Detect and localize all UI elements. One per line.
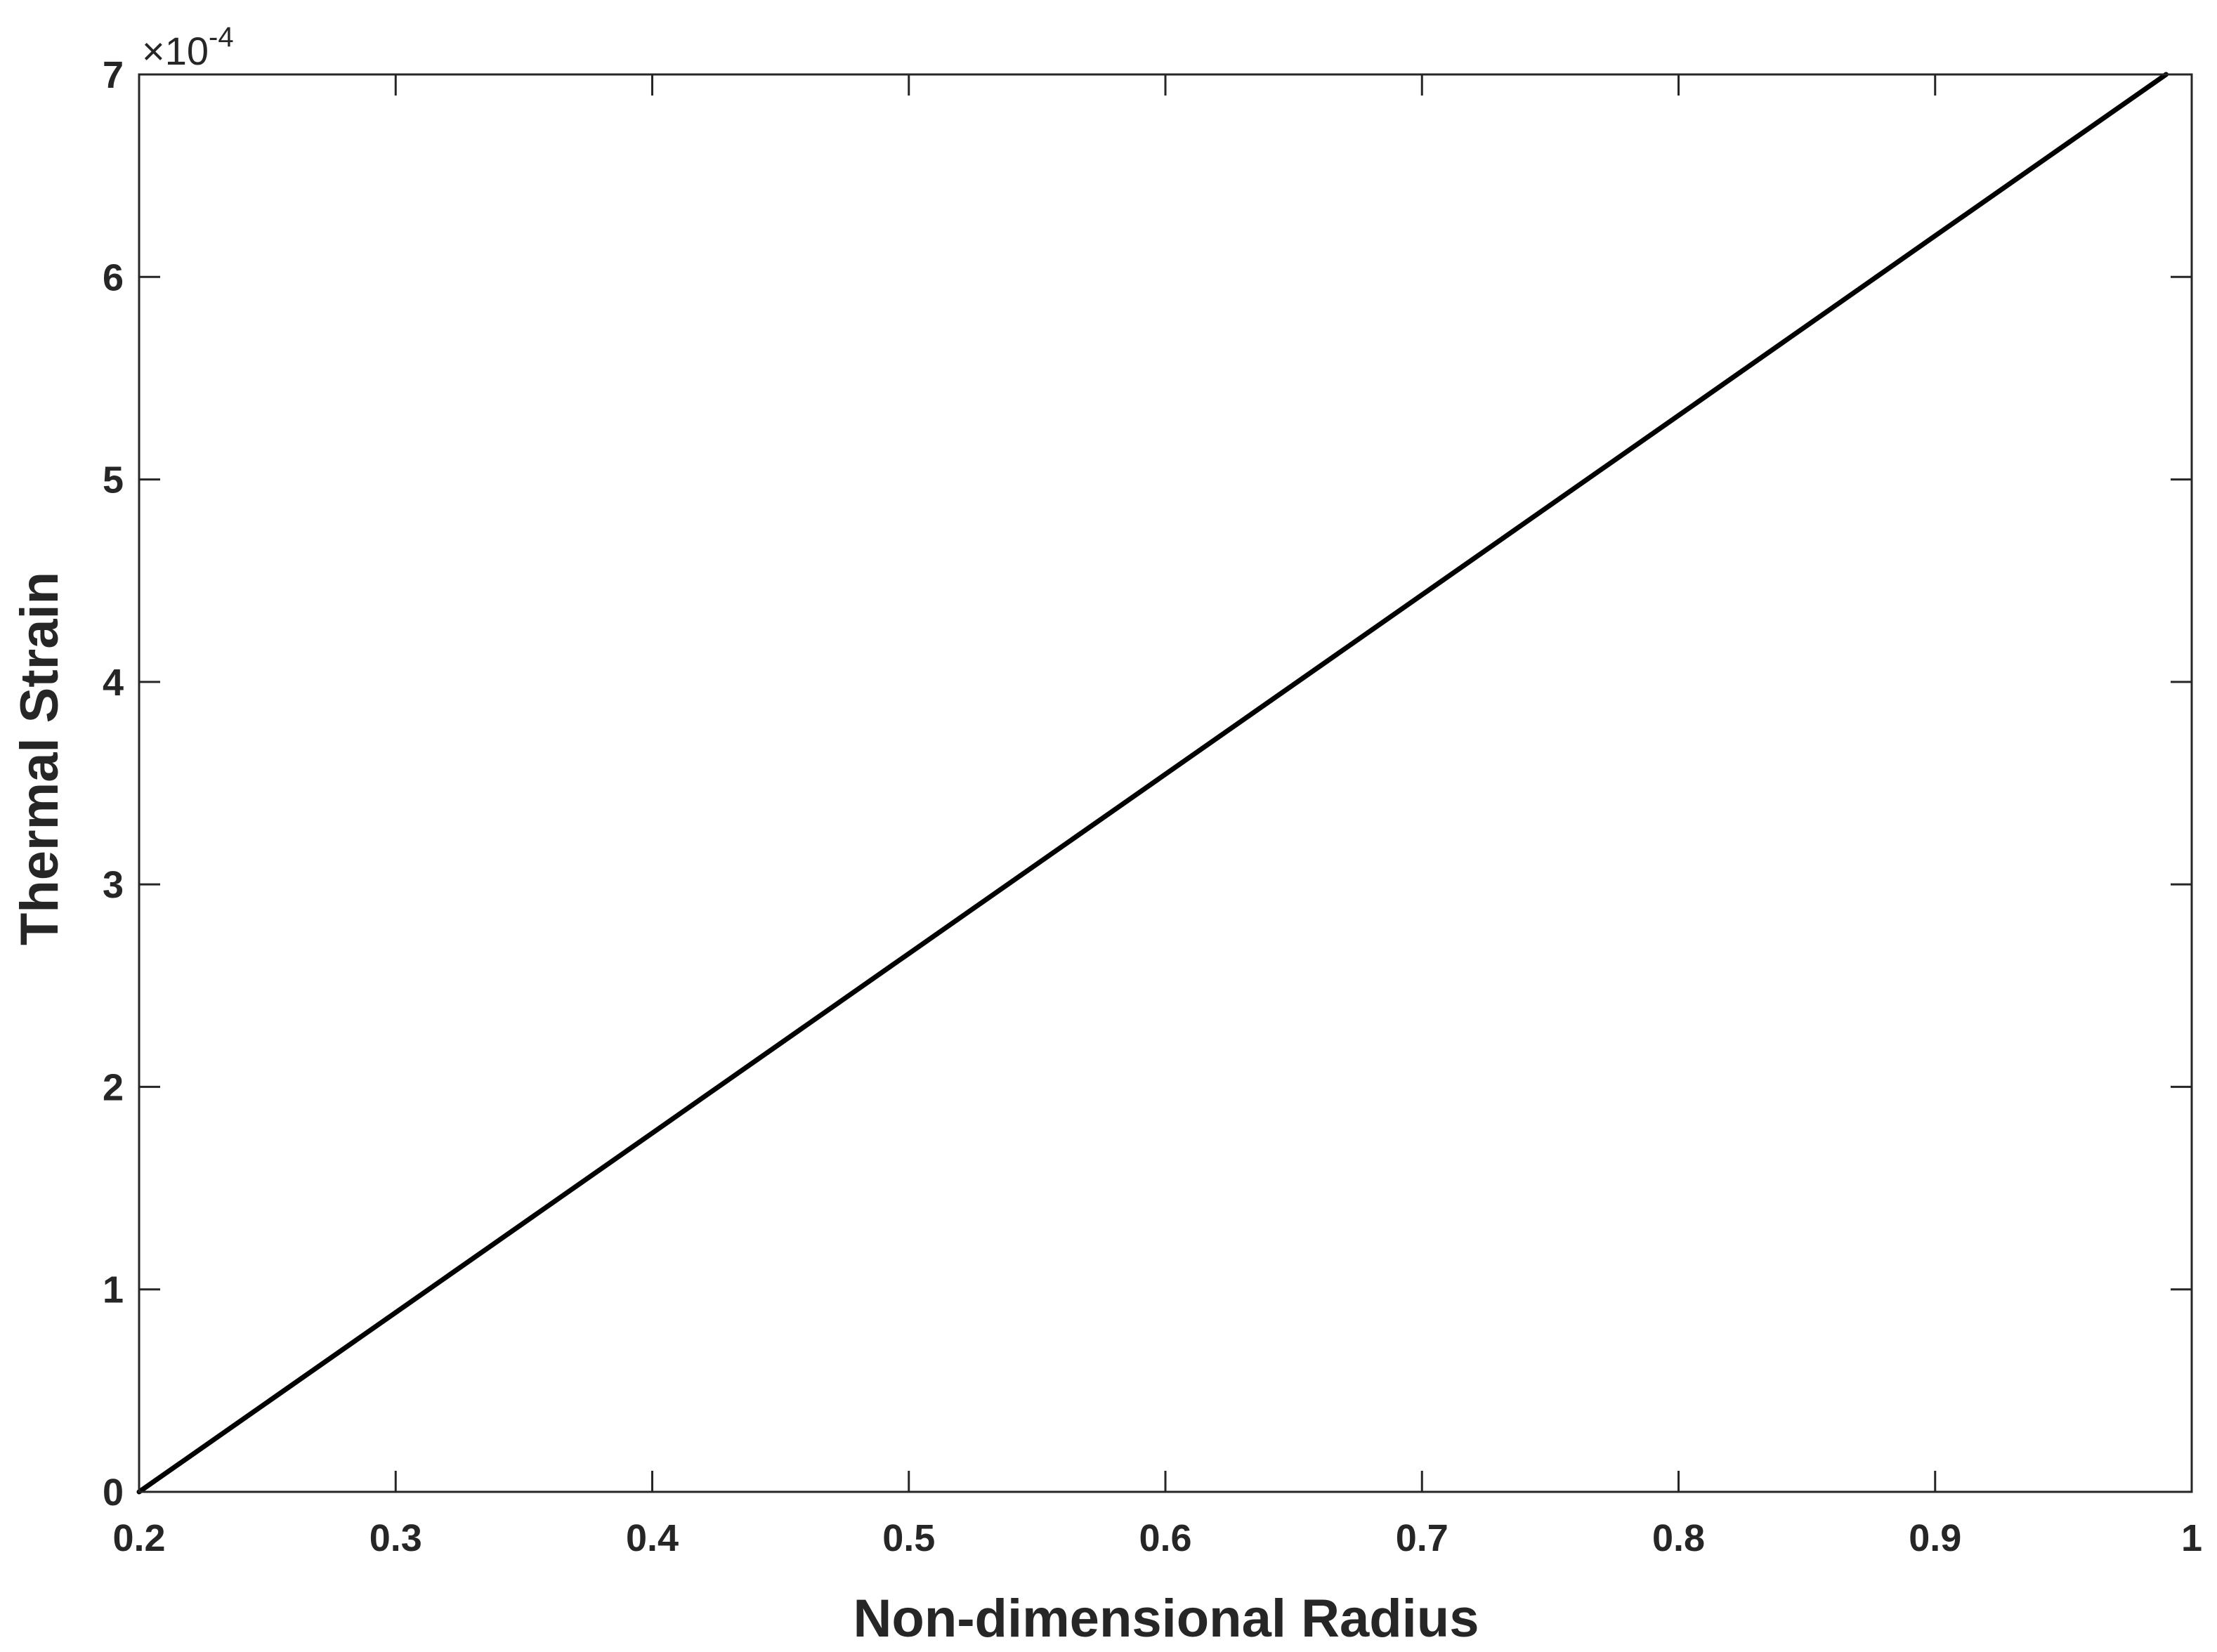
x-tick-label: 0.3: [370, 1517, 422, 1559]
tick-labels: 0.2 0.3 0.4 0.5 0.6 0.7 0.8 0.9 1 0 1 2 3 4 5 6 7: [103, 54, 2202, 1559]
y-tick-label: 0: [103, 1471, 124, 1514]
y-tick-label: 1: [103, 1269, 124, 1311]
x-tick-label: 0.9: [1909, 1517, 1961, 1559]
x-tick-label: 0.8: [1652, 1517, 1705, 1559]
x-tick-label: 1: [2181, 1517, 2202, 1559]
y-tick-label: 2: [103, 1066, 124, 1108]
y-axis-title: Thermal Strain: [10, 572, 70, 945]
y-tick-label: 5: [103, 459, 124, 501]
x-tick-label: 0.6: [1139, 1517, 1191, 1559]
series-line-0: [136, 72, 2169, 1495]
y-tick-label: 6: [103, 256, 124, 299]
y-tick-label: 4: [103, 662, 124, 704]
x-tick-label: 0.4: [626, 1517, 679, 1559]
axis-ticks: [138, 73, 2193, 1493]
x-axis-title: Non-dimensional Radius: [854, 1589, 1479, 1648]
x-tick-label: 0.5: [882, 1517, 935, 1559]
y-tick-label: 7: [103, 54, 124, 96]
y-axis-exponent: ×10-4: [142, 22, 234, 73]
x-tick-label: 0.2: [112, 1517, 165, 1559]
y-axis-exponent-power: -4: [209, 22, 234, 53]
y-axis-exponent-base: ×10: [142, 29, 209, 73]
y-tick-label: 3: [103, 864, 124, 906]
x-tick-label: 0.7: [1396, 1517, 1448, 1559]
